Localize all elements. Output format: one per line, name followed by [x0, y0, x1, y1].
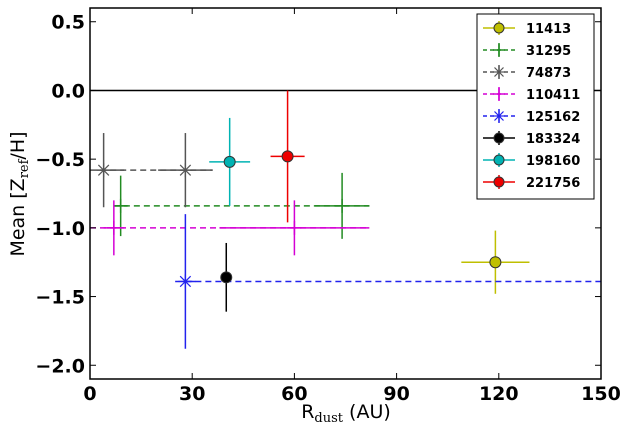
legend-entry-74873-marker-d2	[494, 67, 504, 77]
legend-entry-11413-marker	[493, 22, 505, 34]
legend-entry-125162-marker-d2	[494, 111, 504, 121]
legend-entry-183324-label: 183324	[526, 132, 580, 147]
x-tick-label-0: 0	[83, 383, 96, 405]
x-tick-label-2: 60	[281, 383, 307, 405]
legend-entry-198160-marker	[493, 154, 505, 166]
legend-entry-31295-label: 31295	[526, 44, 571, 59]
plot-frame	[89, 7, 602, 380]
legend-entry-221756: 221756	[483, 175, 580, 191]
series-31295	[113, 172, 370, 239]
legend-entry-183324: 183324	[483, 131, 580, 147]
axis-ticks: 0 30 60 90 120 150 0.5 0.0 −0.5 −1.0 −1.5 −2.0	[35, 8, 621, 405]
series-183324	[220, 242, 233, 312]
data-point-125162-0-d2	[179, 275, 192, 288]
legend-entry-11413-label: 11413	[526, 22, 571, 37]
data-point-110411-1	[287, 220, 302, 235]
legend-box	[476, 13, 595, 200]
data-point-110411-0	[106, 220, 121, 235]
data-point-31295-0	[113, 198, 128, 213]
y-tick-label-0: 0.5	[51, 12, 85, 34]
legend-entry-183324-marker	[493, 132, 505, 144]
legend-entry-31295-marker	[493, 44, 505, 56]
y-tick-label-4: −1.5	[35, 287, 85, 309]
data-point-74873-0-d2	[97, 164, 110, 176]
legend-entry-110411: 110411	[483, 87, 580, 103]
legend-entry-74873: 74873	[483, 65, 571, 81]
x-axis-label-unit: (AU)	[343, 401, 391, 423]
legend-entry-74873-marker	[493, 66, 505, 78]
legend-entry-198160-label: 198160	[526, 154, 580, 169]
x-tick-label-5: 150	[581, 383, 621, 405]
legend-entry-110411-marker	[493, 88, 505, 100]
data-point-31295-1	[335, 198, 350, 213]
data-point-198160-0	[223, 155, 236, 168]
y-tick-label-3: −1.0	[35, 218, 85, 240]
series-221756	[270, 90, 305, 223]
data-point-183324-0	[220, 271, 233, 284]
legend-entry-125162: 125162	[483, 109, 580, 125]
series-110411	[90, 200, 370, 256]
y-axis-label-end: /H]	[7, 131, 29, 159]
x-axis-label: Rdust (AU)	[301, 401, 391, 425]
data-point-125162-0	[178, 274, 193, 289]
y-tick-label-2: −0.5	[35, 149, 85, 171]
data-point-74873-1-d2	[179, 164, 192, 176]
series-125162	[175, 214, 601, 349]
data-point-74873-0	[96, 163, 111, 178]
legend-entry-221756-label: 221756	[526, 176, 580, 191]
legend-entry-11413: 11413	[483, 21, 571, 37]
series-198160	[209, 117, 251, 206]
x-tick-label-1: 30	[179, 383, 205, 405]
legend-entry-125162-marker	[493, 110, 505, 122]
x-tick-label-4: 120	[479, 383, 519, 405]
y-tick-label-5: −2.0	[35, 355, 85, 377]
legend: 11413 31295 74873 110411 125162 183324 198160 2…	[476, 13, 595, 200]
data-point-221756-0	[281, 150, 294, 163]
plot-marks	[90, 89, 601, 349]
y-axis-label: Mean [Zref/H]	[7, 131, 32, 256]
y-axis-label-sub: ref	[17, 158, 32, 178]
legend-entry-125162-label: 125162	[526, 110, 580, 125]
data-point-74873-1	[178, 163, 193, 178]
x-axis-label-main: R	[301, 401, 314, 423]
legend-entry-110411-label: 110411	[526, 88, 580, 103]
series-74873	[90, 133, 213, 208]
series-11413	[461, 230, 530, 294]
legend-entry-74873-label: 74873	[526, 66, 571, 81]
y-axis-label-main: Mean [Z	[7, 178, 29, 256]
y-tick-label-1: 0.0	[51, 80, 85, 102]
x-tick-label-3: 90	[383, 383, 409, 405]
legend-entry-221756-marker	[493, 176, 505, 188]
data-point-11413-0	[489, 256, 502, 269]
legend-entry-31295: 31295	[483, 43, 571, 59]
x-axis-label-sub: dust	[314, 411, 343, 425]
legend-entry-198160: 198160	[483, 153, 580, 169]
